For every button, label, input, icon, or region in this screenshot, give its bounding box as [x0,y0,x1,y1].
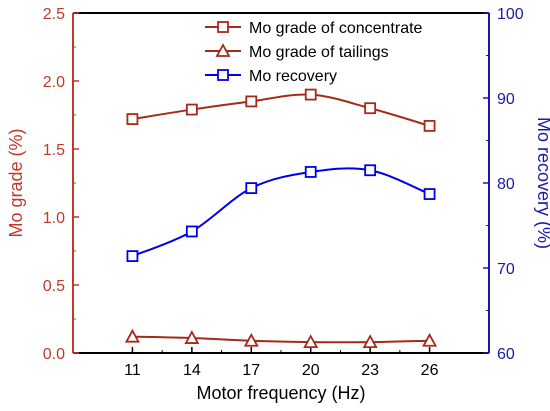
y-right-tick-label: 80 [497,176,515,193]
y-right-axis-title: Mo recovery (%) [534,117,550,249]
x-tick-label: 11 [124,362,141,379]
y-right-tick-label: 100 [497,6,524,23]
y-right-tick-label: 90 [497,91,515,108]
data-point-series-1 [304,88,317,101]
legend-marker [215,43,231,57]
x-axis-title: Motor frequency (Hz) [196,383,365,403]
data-point-series-3 [126,250,139,263]
data-point-series-1 [245,95,258,108]
data-point-series-1 [423,119,436,132]
data-point-series-3 [364,164,377,177]
series-line-2 [132,335,430,344]
legend-marker [217,69,229,81]
data-point-series-2 [422,332,438,347]
legend: Mo grade of concentrate Mo grade of taili… [205,20,423,85]
y-right-tick-label: 60 [497,346,515,363]
y-left-tick-label: 1.5 [43,142,65,159]
data-point-series-1 [126,113,139,125]
legend-label: Mo grade of concentrate [249,20,423,37]
series-line-3 [132,167,430,258]
series-line-1 [132,93,430,127]
series-markers [124,88,438,349]
y-right-tick-label: 70 [497,261,515,278]
y-left-tick-label: 0.0 [43,346,65,363]
data-point-series-3 [304,166,317,178]
data-point-series-2 [362,334,378,349]
data-point-series-3 [245,182,258,195]
data-point-series-2 [303,334,319,349]
x-tick-label: 20 [302,362,320,379]
legend-label: Mo grade of tailings [249,44,389,61]
y-left-tick-label: 2.5 [43,6,65,23]
y-left-tick-label: 0.5 [43,278,65,295]
y-left-tick-label: 1.0 [43,210,65,227]
x-tick-label: 14 [183,362,201,379]
data-point-series-3 [185,225,198,238]
data-point-series-2 [124,328,140,343]
data-point-series-1 [364,102,377,115]
x-tick-label: 26 [421,362,439,379]
legend-label: Mo recovery [249,68,337,85]
data-point-series-2 [243,332,259,347]
y-left-axis-title: Mo grade (%) [6,128,26,237]
data-point-series-1 [185,103,198,116]
axes: 11 14 17 20 23 26 0.0 0.5 1.0 1.5 2.0 2.5 60 70 80 90 10… [43,6,524,379]
legend-marker [217,21,229,33]
x-tick-label: 23 [361,362,379,379]
x-tick-label: 17 [242,362,260,379]
y-left-tick-label: 2.0 [43,74,65,91]
data-point-series-2 [184,330,200,344]
data-point-series-3 [423,188,436,200]
series-lines [132,93,430,344]
